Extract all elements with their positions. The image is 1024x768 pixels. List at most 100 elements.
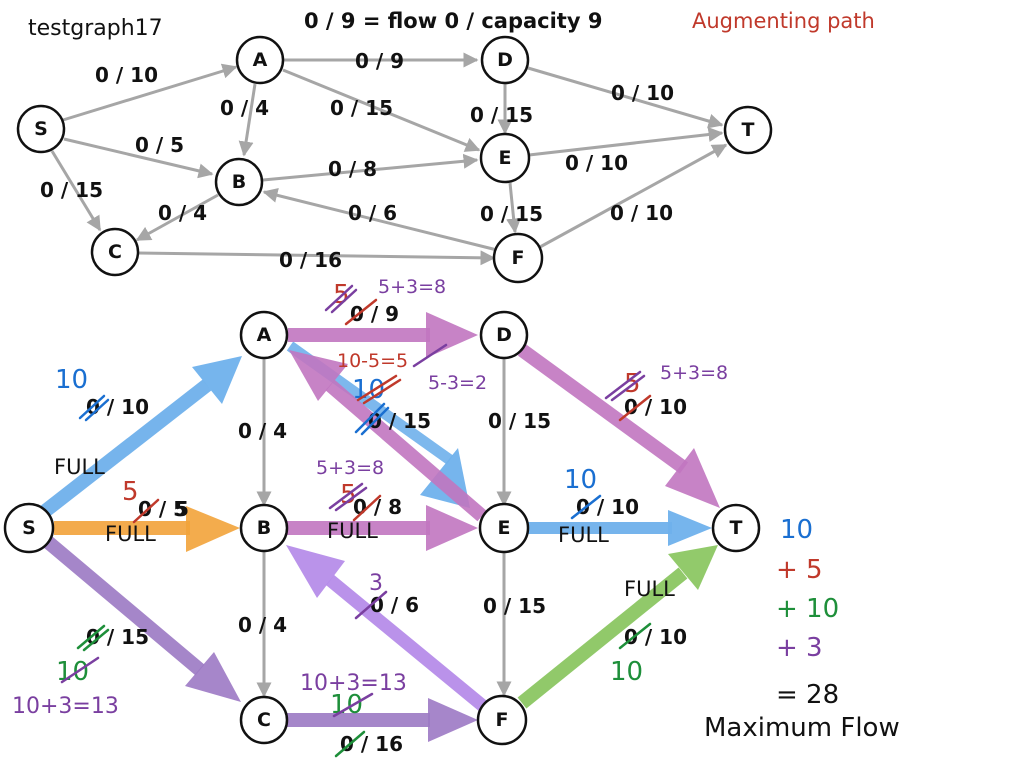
svg-text:A: A [257, 324, 272, 346]
bottom-label-a-b: 0 / 4 [238, 419, 287, 443]
top-edge-s-a [62, 63, 238, 122]
annot-sc-green-strike [60, 656, 100, 684]
top-label-b-c: 0 / 4 [158, 201, 207, 225]
top-edge-b-e [262, 153, 479, 182]
annot-ad-purple: 5+3=8 [378, 276, 446, 298]
top-label-d-t: 0 / 10 [611, 81, 674, 105]
graph-title: testgraph17 [28, 16, 163, 41]
top-label-a-b: 0 / 4 [220, 96, 269, 120]
annot-dt-strike-purple [604, 370, 646, 402]
bottom-node-s: S [3, 502, 55, 554]
top-label-e-f: 0 / 15 [480, 202, 543, 226]
top-node-c: C [90, 227, 140, 277]
flow-arrow-s-a [39, 379, 212, 518]
flow-arrowhead-e-a [289, 350, 348, 401]
annot-ft-green: 10 [610, 657, 643, 687]
svg-text:S: S [22, 517, 36, 539]
top-graph-edges [50, 52, 728, 266]
top-edge-e-t [528, 127, 724, 157]
flow-arrowhead-f-b [286, 545, 345, 598]
svg-text:B: B [232, 171, 246, 193]
top-node-a: A [235, 35, 285, 85]
bottom-node-t: T [711, 503, 761, 553]
annot-cf-purple: 10+3=13 [300, 671, 407, 696]
annot-ft-full: FULL [624, 577, 675, 601]
annot-sb-orange: 5 [175, 497, 189, 521]
bottom-node-d: D [479, 310, 529, 360]
annot-sa-strike [78, 394, 110, 422]
annot-be-strike [328, 482, 368, 512]
annot-ae-red-calc: 10-5=5 [337, 350, 408, 372]
annot-ad-strike-red [344, 298, 378, 326]
top-edge-a-e [282, 68, 481, 152]
top-node-t: T [723, 105, 773, 155]
top-label-c-f: 0 / 16 [279, 248, 342, 272]
top-node-d: D [480, 35, 530, 85]
svg-text:C: C [257, 709, 271, 731]
annot-ae-zero-strike [354, 402, 390, 436]
top-edge-f-b [262, 187, 498, 252]
annot-ft-strike [618, 622, 652, 650]
top-edge-s-c [50, 150, 102, 232]
svg-text:T: T [742, 119, 755, 141]
top-graph-nodes: S A B C D E F T [16, 35, 773, 284]
top-label-d-e: 0 / 15 [470, 103, 533, 127]
svg-text:E: E [499, 147, 512, 169]
sum-term-green: + 10 [776, 594, 839, 624]
bottom-node-b: B [239, 503, 289, 553]
top-label-e-t: 0 / 10 [565, 151, 628, 175]
annot-et-strike [570, 494, 602, 520]
top-edge-d-t [527, 66, 724, 129]
svg-text:F: F [496, 709, 509, 731]
svg-text:D: D [497, 49, 513, 71]
annot-sb-strike [132, 498, 160, 524]
annot-fb-purple: 3 [369, 571, 383, 596]
max-flow-sum: 10 + 5 + 10 + 3 = 28 Maximum Flow [704, 515, 900, 743]
top-label-s-c: 0 / 15 [40, 178, 103, 202]
annot-be-zero-strike [352, 494, 382, 522]
annot-cf-green-strike [332, 692, 374, 718]
bottom-label-s-a: 0 / 10 [86, 395, 149, 419]
flow-arrowhead-b-e [426, 505, 478, 551]
svg-text:T: T [730, 517, 743, 539]
bottom-node-a: A [239, 310, 289, 360]
annot-sc-strike [76, 624, 110, 652]
bottom-label-e-f: 0 / 15 [483, 594, 546, 618]
svg-text:A: A [253, 49, 268, 71]
annot-be-purple: 5+3=8 [316, 457, 384, 479]
flow-arrow-s-c [43, 536, 205, 676]
flow-arrows [39, 312, 720, 742]
top-label-s-a: 0 / 10 [95, 63, 158, 87]
legend-text: 0 / 9 = flow 0 / capacity 9 [304, 9, 602, 33]
annot-et-blue: 10 [564, 465, 597, 495]
top-label-f-b: 0 / 6 [348, 201, 397, 225]
annot-sc-purple: 10+3=13 [12, 694, 119, 719]
svg-text:E: E [498, 517, 511, 539]
sum-term-purple: + 3 [776, 633, 823, 663]
annot-sa-blue: 10 [55, 365, 88, 395]
flow-arrow-e-a [325, 379, 487, 522]
annot-be-full: FULL [327, 519, 378, 543]
sum-caption: Maximum Flow [704, 713, 900, 743]
annot-ae-purple: 5-3=2 [428, 372, 487, 394]
top-label-b-e: 0 / 8 [328, 157, 377, 181]
annot-dt-purple: 5+3=8 [660, 362, 728, 384]
annot-et-full: FULL [558, 523, 609, 547]
annot-dt-strike-red [618, 394, 652, 422]
flow-arrowhead-d-t [665, 448, 720, 508]
sum-total: = 28 [776, 680, 839, 710]
top-node-f: F [492, 232, 544, 284]
svg-text:D: D [496, 324, 512, 346]
bottom-label-s-b: 0 / 5 [138, 497, 187, 521]
svg-text:B: B [257, 517, 271, 539]
flow-arrowhead-f-t [668, 545, 718, 590]
augmenting-path-label: Augmenting path [692, 9, 875, 33]
annotations: 10 FULL 5 5 FULL 10 10+3=13 5 5+3=8 10-5… [12, 276, 728, 758]
bottom-graph-gray-edges [256, 358, 512, 698]
top-edge-f-t [539, 143, 728, 249]
annot-sb-full: FULL [105, 522, 156, 546]
svg-text:C: C [108, 241, 122, 263]
bottom-label-b-c: 0 / 4 [238, 613, 287, 637]
top-edge-e-f [506, 182, 522, 234]
